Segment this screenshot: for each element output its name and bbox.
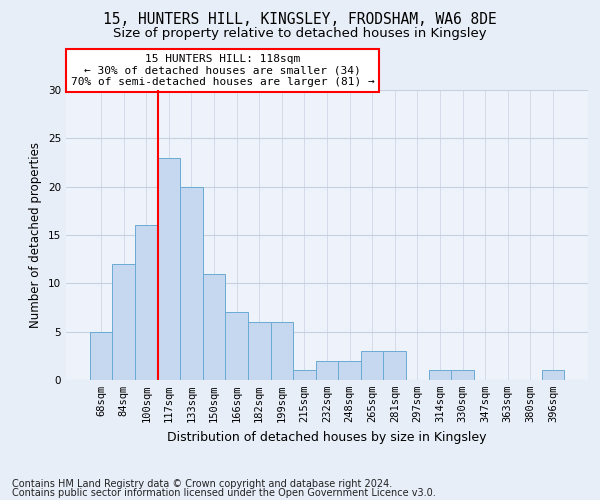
Bar — [293, 370, 316, 380]
Bar — [248, 322, 271, 380]
Bar — [316, 360, 338, 380]
Y-axis label: Number of detached properties: Number of detached properties — [29, 142, 43, 328]
Bar — [361, 351, 383, 380]
Bar — [180, 186, 203, 380]
Bar — [428, 370, 451, 380]
Bar — [90, 332, 112, 380]
Text: 15, HUNTERS HILL, KINGSLEY, FRODSHAM, WA6 8DE: 15, HUNTERS HILL, KINGSLEY, FRODSHAM, WA… — [103, 12, 497, 28]
Bar — [135, 226, 158, 380]
Bar — [451, 370, 474, 380]
Text: Contains HM Land Registry data © Crown copyright and database right 2024.: Contains HM Land Registry data © Crown c… — [12, 479, 392, 489]
Bar — [226, 312, 248, 380]
Text: Size of property relative to detached houses in Kingsley: Size of property relative to detached ho… — [113, 28, 487, 40]
Bar — [158, 158, 180, 380]
Bar — [271, 322, 293, 380]
X-axis label: Distribution of detached houses by size in Kingsley: Distribution of detached houses by size … — [167, 430, 487, 444]
Bar — [542, 370, 564, 380]
Text: 15 HUNTERS HILL: 118sqm
← 30% of detached houses are smaller (34)
70% of semi-de: 15 HUNTERS HILL: 118sqm ← 30% of detache… — [71, 54, 374, 87]
Bar — [383, 351, 406, 380]
Bar — [338, 360, 361, 380]
Bar — [203, 274, 226, 380]
Bar — [112, 264, 135, 380]
Text: Contains public sector information licensed under the Open Government Licence v3: Contains public sector information licen… — [12, 488, 436, 498]
